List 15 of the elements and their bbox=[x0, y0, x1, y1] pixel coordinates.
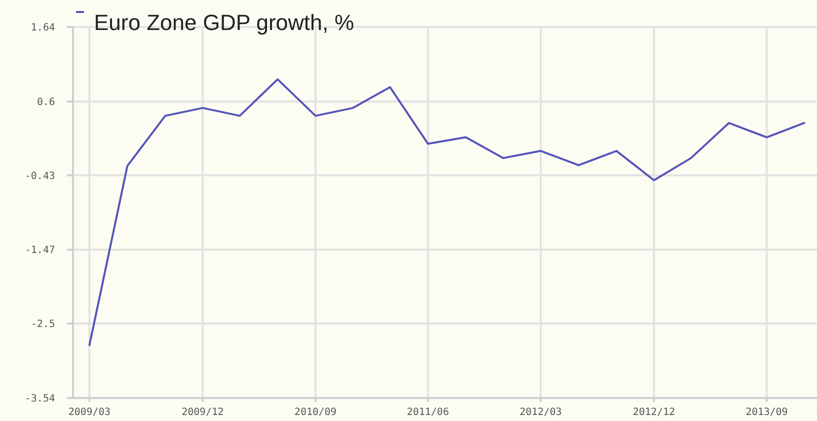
x-tick-label: 2012/03 bbox=[520, 407, 562, 418]
y-tick-label: 1.64 bbox=[30, 22, 55, 34]
y-tick-label: 0.6 bbox=[36, 96, 55, 108]
x-tick-label: 2009/12 bbox=[182, 407, 224, 418]
y-tick-label: -0.43 bbox=[24, 170, 55, 182]
x-tick-label: 2013/09 bbox=[746, 407, 788, 418]
x-tick-label: 2011/06 bbox=[406, 407, 449, 418]
x-tick-label: 2012/12 bbox=[632, 407, 676, 418]
line-series bbox=[88, 78, 806, 346]
legend-label: Euro Zone GDP growth, % bbox=[94, 10, 354, 35]
y-tick-label: -1.47 bbox=[24, 245, 55, 256]
y-tick-label: -3.54 bbox=[24, 394, 55, 404]
x-tick-label: 2009/03 bbox=[68, 407, 111, 418]
y-tick-label: -2.5 bbox=[30, 319, 55, 330]
x-tick-label: 2010/09 bbox=[294, 407, 337, 418]
